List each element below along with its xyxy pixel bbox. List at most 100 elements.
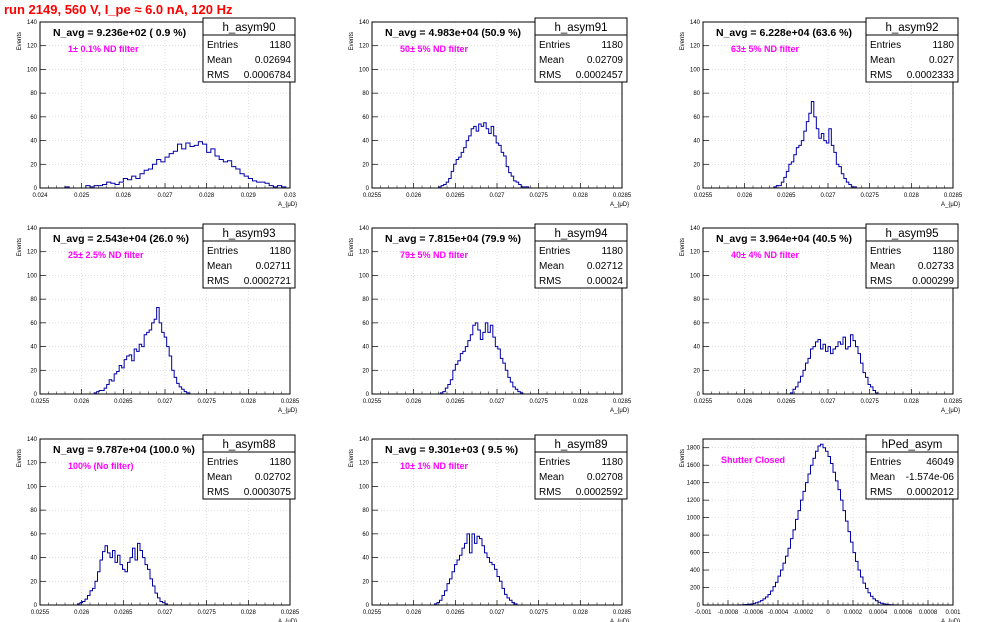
filter-annotation: 100% (No filter) <box>68 461 134 471</box>
x-axis-label: A_{μD} <box>941 619 960 622</box>
y-tick-label: 40 <box>30 556 37 562</box>
stats-label: RMS <box>539 487 562 498</box>
stats-label: RMS <box>207 70 230 81</box>
y-tick-label: 0 <box>34 603 38 609</box>
stats-label: Entries <box>870 40 901 51</box>
y-tick-label: 60 <box>362 321 369 327</box>
stats-value: 1180 <box>269 40 291 51</box>
x-tick-label: 0.027 <box>820 193 836 199</box>
y-tick-label: 80 <box>362 91 369 97</box>
histogram-line <box>439 322 524 394</box>
y-tick-label: 20 <box>693 162 700 168</box>
x-axis-label: A_{μD} <box>610 202 629 208</box>
histogram-title: hPed_asym <box>882 439 943 451</box>
x-tick-label: 0.0285 <box>613 610 632 616</box>
n-avg-label: N_avg = 9.301e+03 ( 9.5 %) <box>385 444 518 456</box>
y-tick-label: 800 <box>690 533 701 539</box>
stats-value: 0.02702 <box>255 472 292 483</box>
stats-value: 1180 <box>269 246 291 257</box>
y-tick-label: 0 <box>366 186 370 192</box>
y-tick-label: 80 <box>362 508 369 514</box>
stats-box <box>865 223 959 289</box>
y-tick-label: 0 <box>697 186 701 192</box>
y-tick-label: 20 <box>362 162 369 168</box>
y-tick-label: 120 <box>27 250 38 256</box>
histogram-panel-hPed_asym: -0.001 -0.0008 -0.0006 -0.0004 -0.0002 0 0.000… <box>680 434 961 622</box>
y-tick-label: 40 <box>362 139 369 145</box>
x-tick-label: 0.028 <box>241 610 257 616</box>
n-avg-label: N_avg = 6.228e+04 (63.6 %) <box>716 27 852 39</box>
y-tick-label: 60 <box>362 115 369 121</box>
x-tick-label: 0.0285 <box>944 399 963 405</box>
stats-label: Entries <box>207 40 238 51</box>
y-tick-label: 120 <box>359 250 370 256</box>
x-tick-label: 0.026 <box>737 399 753 405</box>
x-tick-label: 0.0255 <box>31 399 50 405</box>
y-tick-label: 20 <box>362 368 369 374</box>
stats-label: RMS <box>207 276 230 287</box>
x-tick-label: 0.0255 <box>31 610 50 616</box>
stats-box <box>202 17 296 83</box>
x-tick-label: 0.027 <box>157 399 173 405</box>
y-tick-label: 80 <box>30 91 37 97</box>
filter-annotation: 1± 0.1% ND filter <box>68 44 139 54</box>
y-tick-label: 60 <box>30 321 37 327</box>
x-tick-label: 0.026 <box>74 399 90 405</box>
y-axis-label: Events <box>680 449 686 467</box>
stats-value: 0.000299 <box>912 276 954 287</box>
stats-value: 0.00024 <box>587 276 624 287</box>
y-tick-label: 200 <box>690 586 701 592</box>
x-tick-label: 0.0285 <box>281 399 300 405</box>
x-tick-label: 0.026 <box>406 193 422 199</box>
histogram-title: h_asym88 <box>222 439 275 451</box>
histogram-line <box>773 100 857 188</box>
stats-value: 1180 <box>601 246 623 257</box>
x-tick-label: 0.0285 <box>613 193 632 199</box>
stats-value: 1180 <box>269 457 291 468</box>
filter-annotation: 40± 4% ND filter <box>731 250 799 260</box>
x-tick-label: 0.001 <box>945 610 961 616</box>
n-avg-label: N_avg = 9.236e+02 ( 0.9 %) <box>53 27 186 39</box>
histogram-panel-h_asym92: 0.0255 0.026 0.0265 0.027 0.0275 0.028 0.0285 0… <box>680 17 963 208</box>
y-tick-label: 40 <box>693 139 700 145</box>
y-tick-label: 80 <box>362 297 369 303</box>
x-tick-label: 0.0275 <box>529 399 548 405</box>
y-tick-label: 40 <box>362 556 369 562</box>
y-tick-label: 80 <box>693 91 700 97</box>
x-tick-label: 0.0285 <box>944 193 963 199</box>
x-tick-label: 0.0008 <box>919 610 938 616</box>
histogram-title: h_asym94 <box>554 228 608 240</box>
y-axis-label: Events <box>17 238 23 256</box>
stats-label: Entries <box>539 40 570 51</box>
x-tick-label: 0.0265 <box>777 193 796 199</box>
y-tick-label: 120 <box>690 44 701 50</box>
x-tick-label: 0.0255 <box>363 399 382 405</box>
histogram-title: h_asym91 <box>554 22 607 34</box>
x-tick-label: 0.0285 <box>613 399 632 405</box>
stats-label: RMS <box>539 70 562 81</box>
x-tick-label: 0.027 <box>820 399 836 405</box>
y-tick-label: 600 <box>690 551 701 557</box>
stats-label: Entries <box>539 246 570 257</box>
y-tick-label: 0 <box>366 603 370 609</box>
stats-value: 0.02711 <box>256 261 292 272</box>
filter-annotation: 10± 1% ND filter <box>400 461 468 471</box>
stats-label: Mean <box>870 261 895 272</box>
x-tick-label: 0.0265 <box>446 610 465 616</box>
y-tick-label: 140 <box>359 226 370 232</box>
y-tick-label: 1800 <box>687 446 701 452</box>
x-tick-label: -0.0004 <box>768 610 789 616</box>
stats-value: 0.0002012 <box>907 487 955 498</box>
y-tick-label: 100 <box>690 67 701 73</box>
run-title: run 2149, 560 V, I_pe ≈ 6.0 nA, 120 Hz <box>4 2 233 17</box>
x-tick-label: 0.0275 <box>529 610 548 616</box>
stats-value: 0.02708 <box>587 472 624 483</box>
y-tick-label: 0 <box>697 392 701 398</box>
stats-value: 0.0002592 <box>576 487 624 498</box>
x-tick-label: 0.0265 <box>114 399 133 405</box>
filter-annotation: Shutter Closed <box>721 455 785 465</box>
stats-value: -1.574e-06 <box>906 472 955 483</box>
stats-label: Mean <box>539 261 564 272</box>
y-axis-label: Events <box>17 32 23 50</box>
x-tick-label: 0.027 <box>157 193 173 199</box>
